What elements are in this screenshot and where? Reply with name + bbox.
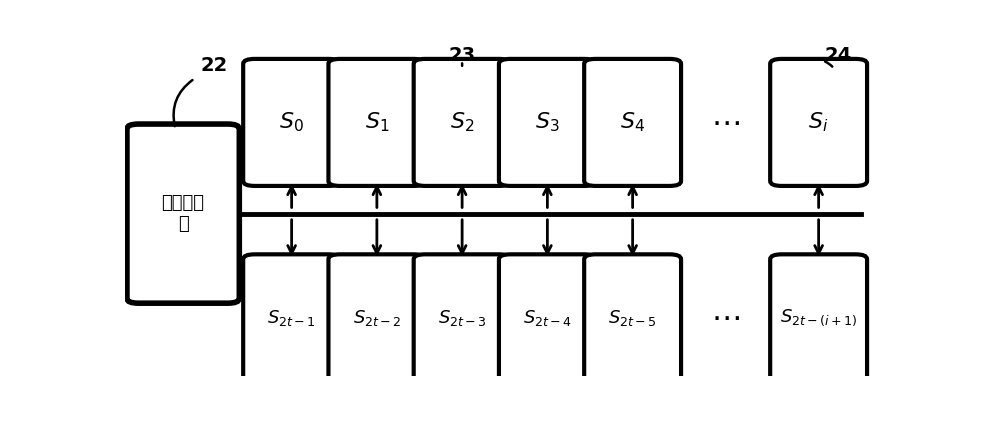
FancyBboxPatch shape xyxy=(770,254,867,382)
Text: $S_{2t-2}$: $S_{2t-2}$ xyxy=(353,308,401,328)
Text: $S_{2t-1}$: $S_{2t-1}$ xyxy=(267,308,316,328)
FancyBboxPatch shape xyxy=(243,59,340,186)
FancyBboxPatch shape xyxy=(328,59,425,186)
FancyBboxPatch shape xyxy=(584,254,681,382)
FancyBboxPatch shape xyxy=(770,59,867,186)
FancyBboxPatch shape xyxy=(127,124,239,303)
Text: 23: 23 xyxy=(449,46,476,65)
Text: $S_3$: $S_3$ xyxy=(535,111,560,134)
Text: $S_0$: $S_0$ xyxy=(279,111,304,134)
Text: $S_{2t-3}$: $S_{2t-3}$ xyxy=(438,308,487,328)
Text: $S_i$: $S_i$ xyxy=(808,111,829,134)
Text: $S_1$: $S_1$ xyxy=(365,111,389,134)
FancyBboxPatch shape xyxy=(499,59,596,186)
FancyBboxPatch shape xyxy=(584,59,681,186)
Text: $S_4$: $S_4$ xyxy=(620,111,645,134)
Text: $\cdots$: $\cdots$ xyxy=(711,108,740,137)
Text: $\cdots$: $\cdots$ xyxy=(711,303,740,332)
Text: $S_{2t-4}$: $S_{2t-4}$ xyxy=(523,308,572,328)
Text: 数据输入
框: 数据输入 框 xyxy=(162,194,205,233)
FancyBboxPatch shape xyxy=(243,254,340,382)
FancyBboxPatch shape xyxy=(414,254,511,382)
FancyBboxPatch shape xyxy=(328,254,425,382)
Text: $S_{2t-5}$: $S_{2t-5}$ xyxy=(608,308,657,328)
FancyBboxPatch shape xyxy=(499,254,596,382)
Text: 22: 22 xyxy=(200,56,228,75)
Text: $S_2$: $S_2$ xyxy=(450,111,474,134)
Text: 24: 24 xyxy=(824,46,852,65)
Text: $S_{2t-(i+1)}$: $S_{2t-(i+1)}$ xyxy=(780,308,857,328)
FancyBboxPatch shape xyxy=(414,59,511,186)
